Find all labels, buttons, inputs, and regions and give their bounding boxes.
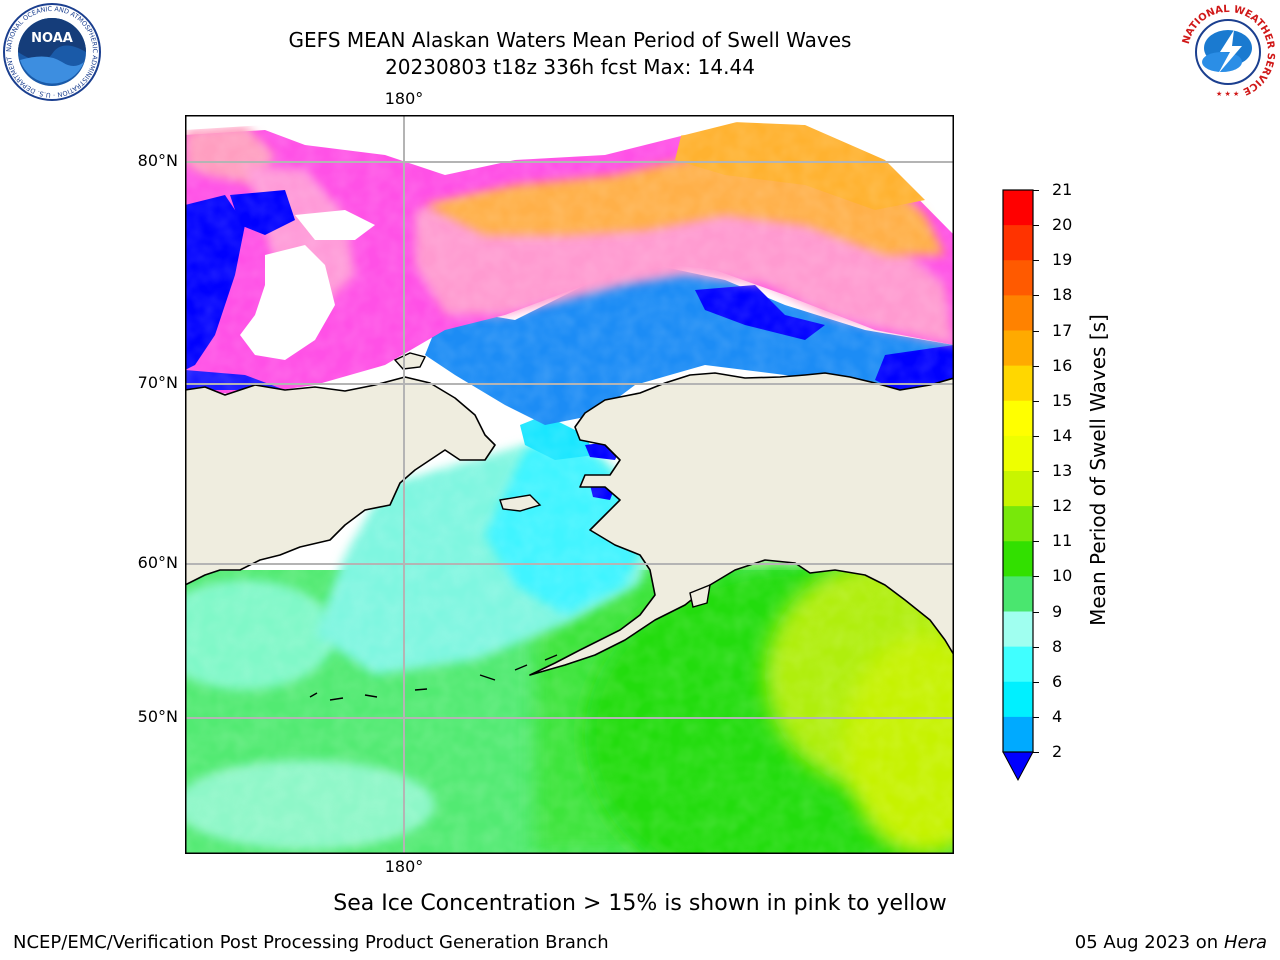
colorbar-tick bbox=[1033, 295, 1039, 297]
colorbar-swatch bbox=[1003, 611, 1033, 648]
colorbar-tick bbox=[1033, 365, 1039, 367]
colorbar-tick-label: 2 bbox=[1052, 742, 1063, 761]
lat-label-80n: 80°N bbox=[137, 151, 178, 170]
colorbar-swatch bbox=[1003, 365, 1033, 402]
footer-date-text: 05 Aug 2023 on bbox=[1074, 932, 1219, 953]
colorbar-swatch bbox=[1003, 716, 1033, 753]
colorbar-tick-label: 13 bbox=[1052, 461, 1073, 480]
colorbar-swatch bbox=[1003, 646, 1033, 683]
colorbar-tick-label: 19 bbox=[1052, 250, 1073, 270]
colorbar-tick bbox=[1033, 646, 1039, 648]
lat-label-50n: 50°N bbox=[137, 707, 178, 726]
colorbar-tick-label: 18 bbox=[1052, 285, 1073, 305]
graticule bbox=[185, 115, 954, 854]
colorbar-swatch bbox=[1003, 400, 1033, 437]
colorbar-tick bbox=[1033, 506, 1039, 508]
colorbar-tick bbox=[1033, 400, 1039, 402]
colorbar-tick-label: 6 bbox=[1052, 671, 1063, 691]
nws-logo: NATIONAL WEATHER SERVICE ★ ★ ★ bbox=[1180, 4, 1276, 100]
colorbar-tick bbox=[1033, 541, 1039, 543]
colorbar-tick bbox=[1033, 225, 1039, 227]
colorbar-swatch bbox=[1003, 190, 1033, 226]
colorbar-swatch bbox=[1003, 435, 1033, 472]
sea-ice-note: Sea Ice Concentration > 15% is shown in … bbox=[333, 891, 947, 916]
colorbar-title: Mean Period of Swell Waves [s] bbox=[1086, 314, 1110, 626]
swell-period-map bbox=[185, 115, 954, 854]
colorbar-swatch bbox=[1003, 681, 1033, 718]
colorbar-tick bbox=[1033, 681, 1039, 683]
chart-subtitle: 20230803 t18z 336h fcst Max: 14.44 bbox=[385, 55, 755, 79]
colorbar-tick-label: 20 bbox=[1052, 215, 1073, 235]
colorbar-swatch bbox=[1003, 541, 1033, 577]
colorbar-swatch bbox=[1003, 295, 1033, 331]
colorbar-swatch bbox=[1003, 330, 1033, 367]
colorbar-tick-label: 16 bbox=[1052, 355, 1073, 375]
colorbar-swatch bbox=[1003, 225, 1033, 261]
colorbar-extend-triangle bbox=[1002, 751, 1034, 782]
colorbar-tick-label: 10 bbox=[1052, 566, 1073, 586]
footer-date: 05 Aug 2023 on Hera bbox=[1075, 932, 1267, 953]
lat-label-60n: 60°N bbox=[137, 553, 178, 572]
noaa-logo: NATIONAL OCEANIC AND ATMOSPHERIC ADMINIS… bbox=[2, 2, 101, 101]
colorbar-tick bbox=[1033, 752, 1039, 753]
colorbar-tick bbox=[1033, 330, 1039, 332]
colorbar-swatch bbox=[1003, 260, 1033, 296]
colorbar-tick bbox=[1033, 716, 1039, 718]
colorbar-tick-label: 21 bbox=[1052, 180, 1073, 199]
colorbar-tick-label: 8 bbox=[1052, 636, 1063, 656]
svg-text:NOAA: NOAA bbox=[31, 31, 73, 46]
footer-machine: Hera bbox=[1223, 932, 1267, 953]
colorbar-tick-label: 12 bbox=[1052, 496, 1073, 516]
footer-credit: NCEP/EMC/Verification Post Processing Pr… bbox=[13, 932, 609, 953]
colorbar-swatch bbox=[1003, 471, 1033, 507]
colorbar-tick bbox=[1033, 576, 1039, 578]
ocean-swell-field bbox=[185, 115, 954, 854]
lon-label-bottom: 180° bbox=[384, 857, 424, 876]
colorbar-tick bbox=[1033, 260, 1039, 262]
colorbar-tick-label: 17 bbox=[1052, 320, 1073, 340]
colorbar-tick bbox=[1033, 190, 1039, 191]
colorbar-tick-label: 11 bbox=[1052, 531, 1073, 551]
colorbar-tick-label: 14 bbox=[1052, 425, 1073, 445]
colorbar-tick-label: 15 bbox=[1052, 390, 1073, 410]
islands bbox=[309, 352, 711, 701]
lon-label-top: 180° bbox=[384, 89, 424, 108]
colorbar-tick bbox=[1033, 611, 1039, 613]
colorbar-swatch bbox=[1003, 576, 1033, 612]
colorbar-tick-label: 9 bbox=[1052, 601, 1063, 621]
colorbar-tick bbox=[1033, 435, 1039, 437]
colorbar-tick-label: 4 bbox=[1052, 706, 1063, 726]
svg-text:★ ★ ★: ★ ★ ★ bbox=[1216, 90, 1239, 98]
lat-label-70n: 70°N bbox=[137, 373, 178, 392]
colorbar bbox=[1002, 189, 1034, 782]
chart-title: GEFS MEAN Alaskan Waters Mean Period of … bbox=[288, 28, 852, 52]
colorbar-tick bbox=[1033, 471, 1039, 472]
colorbar-swatch bbox=[1003, 506, 1033, 542]
